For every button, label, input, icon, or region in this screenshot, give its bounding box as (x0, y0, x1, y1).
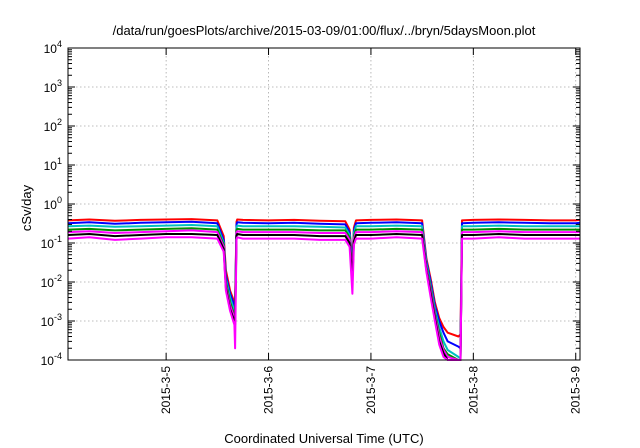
y-tick-label: 102 (44, 117, 62, 134)
y-tick-label: 10-3 (41, 312, 62, 329)
y-tick-label-exponent: 3 (57, 78, 62, 88)
y-tick-label-exponent: -1 (54, 234, 62, 244)
y-axis-label: cSv/day (19, 184, 34, 231)
y-tick-label-base: 10 (44, 81, 58, 95)
y-tick-label: 10-4 (41, 351, 62, 368)
y-tick-label: 10-2 (41, 273, 62, 290)
grid-layer (68, 48, 580, 360)
y-tick-label-base: 10 (44, 120, 58, 134)
x-tick-label: 2015-3-6 (262, 366, 276, 414)
y-tick-label-base: 10 (44, 159, 58, 173)
x-axis-label: Coordinated Universal Time (UTC) (224, 431, 423, 446)
y-tick-label-base: 10 (44, 42, 58, 56)
x-tick-label: 2015-3-8 (466, 366, 480, 414)
y-tick-label-exponent: 0 (57, 195, 62, 205)
y-tick-label: 100 (44, 195, 62, 212)
y-tick-label: 103 (44, 78, 62, 95)
y-tick-label-exponent: -2 (54, 273, 62, 283)
y-tick-label-exponent: -3 (54, 312, 62, 322)
series-layer (67, 218, 581, 361)
y-tick-label-base: 10 (41, 276, 55, 290)
x-tick-label: 2015-3-5 (159, 366, 173, 414)
y-tick-label: 104 (44, 39, 62, 56)
series-line-7 (67, 236, 580, 361)
chart-title: /data/run/goesPlots/archive/2015-03-09/0… (113, 23, 536, 38)
y-tick-label: 10-1 (41, 234, 62, 251)
y-tick-label: 101 (44, 156, 62, 173)
y-tick-label-base: 10 (41, 354, 55, 368)
y-tick-label-exponent: 4 (57, 39, 62, 49)
x-tick-label: 2015-3-7 (364, 366, 378, 414)
y-tick-label-exponent: -4 (54, 351, 62, 361)
y-tick-label-base: 10 (44, 198, 58, 212)
y-tick-label-base: 10 (41, 315, 55, 329)
y-tick-label-base: 10 (41, 237, 55, 251)
y-tick-label-exponent: 1 (57, 156, 62, 166)
y-tick-label-exponent: 2 (57, 117, 62, 127)
x-tick-label: 2015-3-9 (569, 366, 583, 414)
